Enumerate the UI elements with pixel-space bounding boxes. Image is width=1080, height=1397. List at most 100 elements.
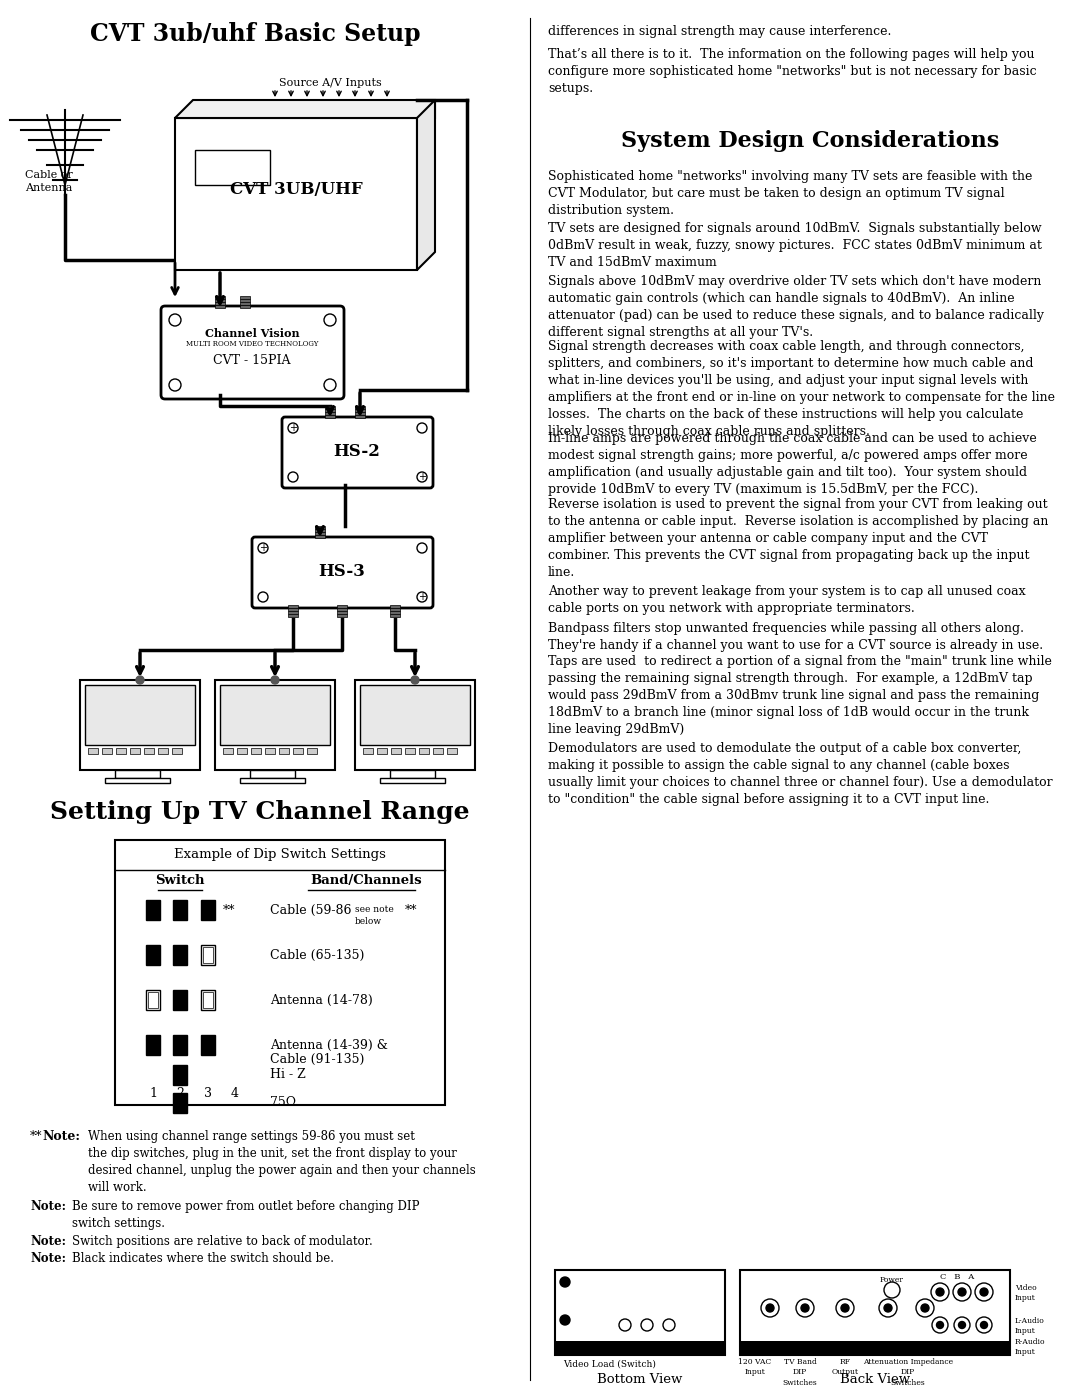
Text: Bandpass filters stop unwanted frequencies while passing all others along.
They': Bandpass filters stop unwanted frequenci…	[548, 622, 1043, 652]
Circle shape	[879, 1299, 897, 1317]
Bar	[325, 412, 335, 415]
Circle shape	[168, 379, 181, 391]
Bar	[307, 747, 318, 754]
Bar	[265, 747, 275, 754]
Bar	[175, 117, 417, 270]
Text: Cable (59-86: Cable (59-86	[270, 904, 351, 916]
Text: Setting Up TV Channel Range: Setting Up TV Channel Range	[50, 800, 470, 824]
Text: Video
Input: Video Input	[1015, 1284, 1037, 1302]
Bar	[240, 296, 249, 299]
Circle shape	[885, 1282, 900, 1298]
Bar	[740, 1341, 1010, 1355]
Bar	[380, 778, 445, 782]
Text: Signals above 10dBmV may overdrive older TV sets which don't have modern
automat: Signals above 10dBmV may overdrive older…	[548, 275, 1044, 339]
Circle shape	[258, 592, 268, 602]
Text: Hi - Z: Hi - Z	[270, 1069, 306, 1081]
Circle shape	[411, 676, 419, 685]
FancyBboxPatch shape	[282, 416, 433, 488]
Circle shape	[288, 423, 298, 433]
Text: see note
below: see note below	[355, 905, 394, 926]
Bar	[355, 680, 475, 770]
Bar	[144, 747, 154, 754]
Text: Band/Channels: Band/Channels	[310, 875, 421, 887]
Bar	[215, 680, 335, 770]
Bar	[390, 608, 400, 610]
Circle shape	[981, 1322, 987, 1329]
Circle shape	[959, 1322, 966, 1329]
Circle shape	[619, 1319, 631, 1331]
Polygon shape	[417, 101, 435, 270]
Text: **: **	[30, 1130, 42, 1143]
Bar	[201, 990, 215, 1010]
Bar	[201, 900, 215, 921]
Text: Back View: Back View	[840, 1373, 910, 1386]
Bar	[288, 610, 298, 613]
Bar	[293, 747, 303, 754]
Text: When using channel range settings 59-86 you must set
the dip switches, plug in t: When using channel range settings 59-86 …	[87, 1130, 476, 1194]
Bar	[146, 900, 160, 921]
Circle shape	[932, 1317, 948, 1333]
Bar	[173, 1035, 187, 1055]
Circle shape	[258, 543, 268, 553]
Bar	[390, 615, 400, 616]
Circle shape	[885, 1303, 892, 1312]
Text: 3: 3	[204, 1087, 212, 1099]
Bar	[173, 944, 187, 965]
Circle shape	[916, 1299, 934, 1317]
Text: Antenna (14-39) &: Antenna (14-39) &	[270, 1039, 388, 1052]
Text: Cable (91-135): Cable (91-135)	[270, 1053, 364, 1066]
Bar	[390, 770, 435, 778]
Bar	[240, 305, 249, 307]
Bar	[355, 412, 365, 415]
Bar	[172, 747, 183, 754]
Circle shape	[766, 1303, 774, 1312]
Text: CVT 3ub/uhf Basic Setup: CVT 3ub/uhf Basic Setup	[90, 22, 420, 46]
Text: In-line amps are powered through the coax cable and can be used to achieve
modes: In-line amps are powered through the coa…	[548, 432, 1037, 496]
Bar	[363, 747, 373, 754]
Text: Cable (65-135): Cable (65-135)	[270, 949, 364, 961]
Bar	[279, 747, 289, 754]
Circle shape	[417, 423, 427, 433]
Text: Switch positions are relative to back of modulator.: Switch positions are relative to back of…	[72, 1235, 373, 1248]
Bar	[377, 747, 387, 754]
Text: Be sure to remove power from outlet before changing DIP
switch settings.: Be sure to remove power from outlet befo…	[72, 1200, 419, 1229]
Bar	[240, 302, 249, 305]
Bar	[240, 778, 305, 782]
Circle shape	[841, 1303, 849, 1312]
Text: Note:: Note:	[30, 1235, 66, 1248]
Text: Reverse isolation is used to prevent the signal from your CVT from leaking out
t: Reverse isolation is used to prevent the…	[548, 497, 1049, 578]
Bar	[555, 1270, 725, 1355]
Circle shape	[417, 472, 427, 482]
Circle shape	[324, 379, 336, 391]
Bar	[237, 747, 247, 754]
Circle shape	[271, 676, 279, 685]
Text: Another way to prevent leakage from your system is to cap all unused coax
cable : Another way to prevent leakage from your…	[548, 585, 1026, 615]
Bar	[355, 415, 365, 418]
Bar	[337, 615, 347, 616]
Circle shape	[561, 1277, 570, 1287]
Text: CVT 3UB/UHF: CVT 3UB/UHF	[230, 180, 363, 197]
Text: +: +	[418, 592, 426, 602]
Bar	[173, 900, 187, 921]
Circle shape	[561, 1315, 570, 1324]
Text: TV sets are designed for signals around 10dBmV.  Signals substantially below
0dB: TV sets are designed for signals around …	[548, 222, 1042, 270]
Bar	[201, 1035, 215, 1055]
Bar	[215, 302, 225, 305]
Bar	[390, 610, 400, 613]
Bar	[173, 1092, 187, 1113]
Text: Taps are used  to redirect a portion of a signal from the "main" trunk line whil: Taps are used to redirect a portion of a…	[548, 655, 1052, 736]
Bar	[419, 747, 429, 754]
Text: HS-2: HS-2	[334, 443, 380, 461]
Circle shape	[663, 1319, 675, 1331]
Text: 120 VAC
Input: 120 VAC Input	[739, 1358, 771, 1376]
Text: Video Load (Switch): Video Load (Switch)	[563, 1361, 656, 1369]
Bar	[215, 299, 225, 302]
Bar	[390, 605, 400, 608]
Text: +: +	[289, 423, 297, 433]
Text: That’s all there is to it.  The information on the following pages will help you: That’s all there is to it. The informati…	[548, 47, 1037, 95]
Bar	[201, 944, 215, 965]
Text: MULTI ROOM VIDEO TECHNOLOGY: MULTI ROOM VIDEO TECHNOLOGY	[186, 339, 319, 348]
Circle shape	[975, 1282, 993, 1301]
Bar	[114, 770, 160, 778]
Text: Cable or
Antenna: Cable or Antenna	[25, 170, 72, 193]
